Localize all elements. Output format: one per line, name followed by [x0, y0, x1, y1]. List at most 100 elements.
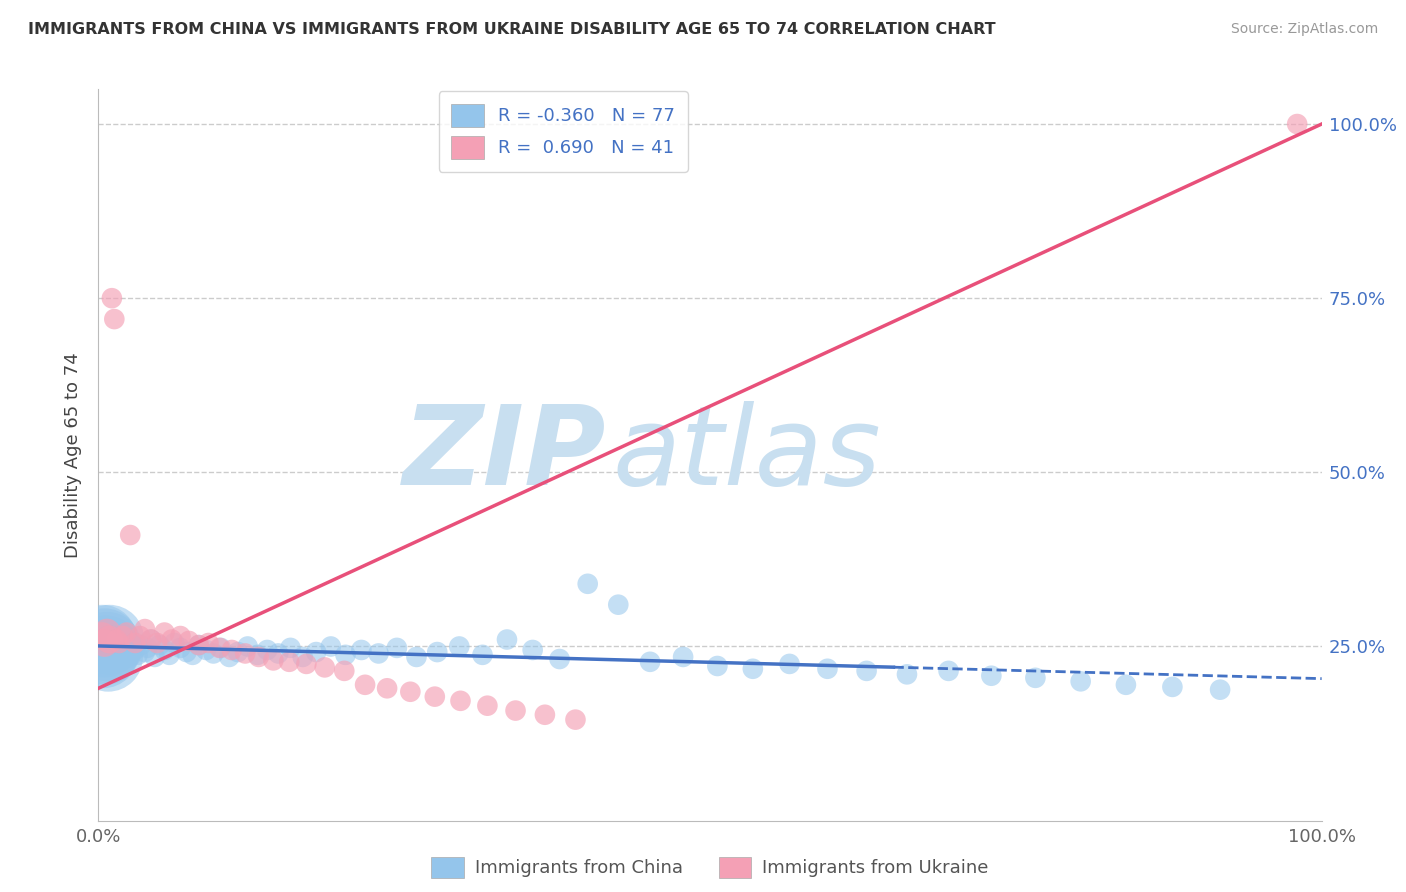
- Point: [91, 632, 114, 647]
- Point: [405, 649, 427, 664]
- Point: [375, 681, 398, 696]
- Point: [103, 312, 125, 326]
- Point: [333, 664, 356, 678]
- Point: [278, 655, 301, 669]
- Point: [98, 632, 121, 647]
- Point: [236, 640, 259, 654]
- Point: [522, 643, 544, 657]
- Point: [449, 640, 471, 654]
- Text: atlas: atlas: [612, 401, 880, 508]
- Point: [108, 638, 131, 652]
- Point: [100, 643, 122, 657]
- Point: [564, 713, 586, 727]
- Point: [96, 625, 118, 640]
- Point: [197, 636, 219, 650]
- Text: Source: ZipAtlas.com: Source: ZipAtlas.com: [1230, 22, 1378, 37]
- Point: [280, 640, 302, 655]
- Point: [496, 632, 519, 647]
- Point: [124, 636, 146, 650]
- Point: [423, 690, 446, 704]
- Point: [129, 638, 152, 652]
- Point: [233, 647, 256, 661]
- Point: [576, 576, 599, 591]
- Point: [139, 632, 162, 647]
- Point: [97, 649, 120, 664]
- Point: [295, 657, 318, 671]
- Point: [471, 648, 494, 662]
- Point: [385, 640, 408, 655]
- Point: [91, 629, 114, 643]
- Point: [98, 632, 121, 647]
- Point: [319, 640, 342, 654]
- Point: [177, 634, 200, 648]
- Point: [117, 640, 139, 655]
- Point: [896, 667, 918, 681]
- Point: [980, 669, 1002, 683]
- Point: [477, 698, 499, 713]
- Point: [607, 598, 630, 612]
- Point: [94, 643, 117, 657]
- Point: [160, 632, 183, 647]
- Point: [187, 638, 209, 652]
- Point: [1070, 674, 1092, 689]
- Point: [226, 645, 249, 659]
- Point: [107, 648, 129, 662]
- Point: [110, 643, 132, 657]
- Point: [706, 659, 728, 673]
- Point: [120, 528, 142, 542]
- Point: [246, 648, 269, 662]
- Point: [136, 640, 159, 655]
- Point: [101, 636, 124, 650]
- Point: [93, 636, 115, 650]
- Point: [354, 678, 377, 692]
- Point: [120, 649, 142, 664]
- Point: [314, 660, 336, 674]
- Point: [209, 640, 232, 655]
- Point: [187, 638, 209, 652]
- Point: [153, 625, 176, 640]
- Point: [169, 629, 191, 643]
- Point: [367, 647, 389, 661]
- Point: [399, 685, 422, 699]
- Point: [262, 653, 284, 667]
- Point: [115, 625, 138, 640]
- Point: [153, 643, 176, 657]
- Point: [1286, 117, 1309, 131]
- Point: [638, 655, 661, 669]
- Text: ZIP: ZIP: [402, 401, 606, 508]
- Point: [291, 649, 314, 664]
- Point: [103, 649, 125, 664]
- Point: [426, 645, 449, 659]
- Point: [134, 645, 156, 659]
- Point: [146, 636, 169, 650]
- Point: [350, 643, 373, 657]
- Point: [93, 636, 115, 650]
- Point: [127, 648, 149, 662]
- Point: [139, 632, 162, 647]
- Point: [938, 664, 960, 678]
- Point: [221, 643, 243, 657]
- Point: [101, 291, 124, 305]
- Point: [169, 640, 191, 655]
- Point: [149, 638, 172, 652]
- Point: [267, 647, 290, 661]
- Y-axis label: Disability Age 65 to 74: Disability Age 65 to 74: [65, 352, 83, 558]
- Point: [817, 662, 839, 676]
- Point: [124, 643, 146, 657]
- Point: [134, 622, 156, 636]
- Point: [105, 632, 128, 647]
- Point: [247, 649, 270, 664]
- Point: [450, 694, 472, 708]
- Point: [779, 657, 801, 671]
- Point: [548, 652, 571, 666]
- Point: [176, 645, 198, 659]
- Point: [104, 640, 127, 655]
- Point: [335, 648, 357, 662]
- Point: [1209, 682, 1232, 697]
- Point: [91, 647, 114, 661]
- Point: [181, 648, 204, 662]
- Point: [1161, 680, 1184, 694]
- Point: [256, 643, 278, 657]
- Point: [129, 629, 152, 643]
- Point: [111, 629, 134, 643]
